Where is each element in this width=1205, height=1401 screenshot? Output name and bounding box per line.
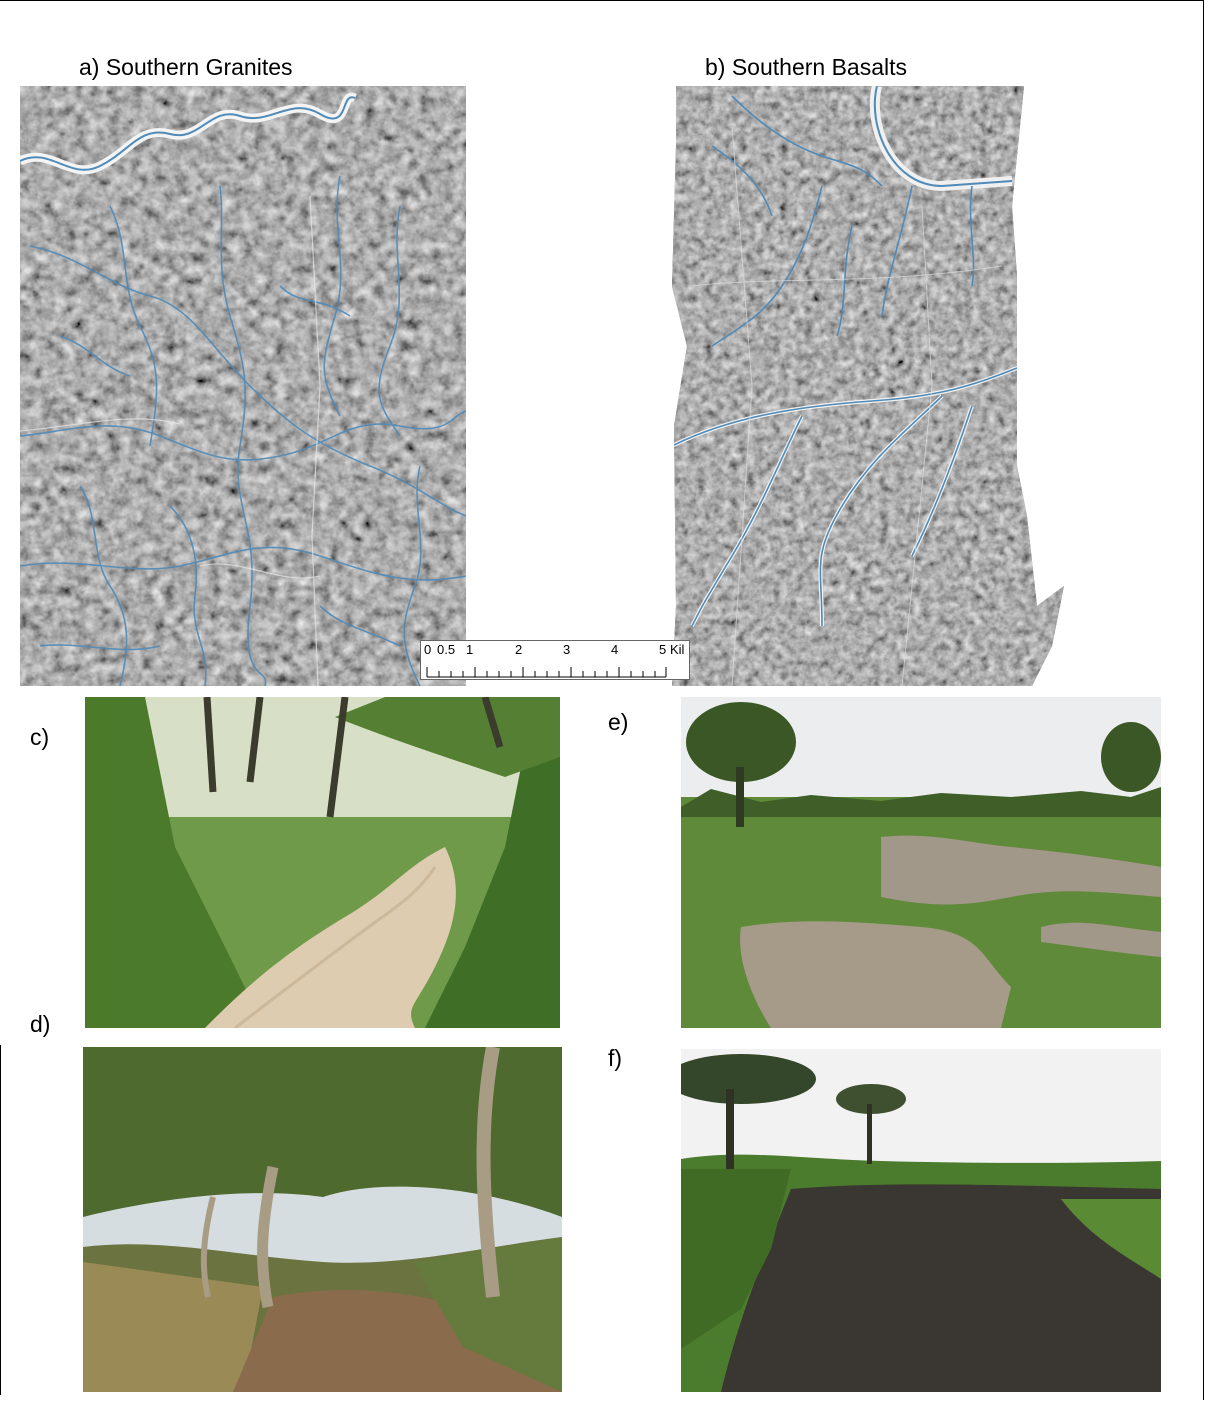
scale-tick-label: 4 [611, 642, 619, 657]
scale-tick-label: 3 [563, 642, 571, 657]
basalts-aerial-image [672, 86, 1064, 686]
figure-border-left [0, 1045, 1, 1395]
panel-e-label: e) [608, 709, 629, 735]
panel-f-label: f) [608, 1045, 623, 1071]
panel-a-label: a) Southern Granites [79, 54, 293, 80]
sandy-channel-photo [85, 697, 560, 1028]
tree-lined-channel-photo [83, 1047, 562, 1392]
panel-d-label: d) [30, 1011, 51, 1037]
scale-tick-label: 2 [515, 642, 523, 657]
scale-tick-label: 5 [659, 642, 667, 657]
scale-ruler [426, 667, 667, 678]
scale-tick-label: 1 [466, 642, 474, 657]
scale-tick-label: 0 [424, 642, 432, 657]
scale-bar: 0 0.5 1 2 3 4 5 Kil [420, 640, 690, 680]
granites-aerial-image [20, 86, 466, 686]
panel-c-label: c) [30, 724, 50, 750]
muddy-channel-photo [681, 1049, 1161, 1392]
panel-b-label: b) Southern Basalts [705, 54, 908, 80]
scale-unit-label: Kil [670, 642, 685, 657]
flooded-wetland-photo [681, 697, 1161, 1028]
scale-tick-label: 0.5 [437, 642, 456, 657]
